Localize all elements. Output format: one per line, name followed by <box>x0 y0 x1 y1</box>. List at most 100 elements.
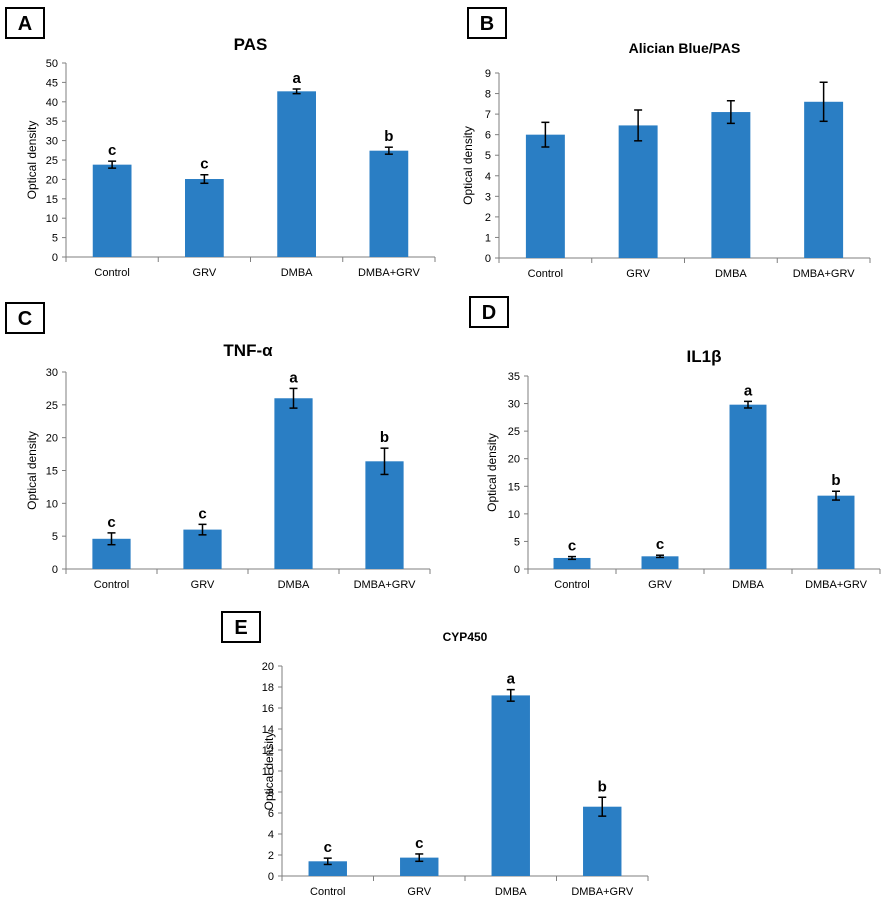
chart-title: CYP450 <box>443 630 488 644</box>
y-axis-title: Optical density <box>25 431 39 510</box>
y-tick-label: 2 <box>485 212 491 224</box>
bar-control <box>308 861 347 876</box>
y-tick-label: 20 <box>262 661 274 673</box>
y-tick-label: 14 <box>262 724 274 736</box>
y-tick-label: 8 <box>485 89 491 101</box>
y-axis-title: Optical density <box>461 126 475 205</box>
significance-label: b <box>598 778 607 795</box>
panel-letter: D <box>482 302 496 324</box>
x-category-label: DMBA <box>732 579 764 591</box>
y-tick-label: 25 <box>508 426 520 438</box>
y-tick-label: 0 <box>52 564 58 576</box>
error-bar <box>200 173 209 185</box>
error-bar <box>108 160 117 169</box>
chart-title: Alician Blue/PAS <box>629 40 741 56</box>
y-tick-label: 20 <box>46 174 58 186</box>
bar-control <box>525 134 565 258</box>
bar-dmba-grv <box>817 495 855 569</box>
y-tick-label: 10 <box>46 498 58 510</box>
y-tick-label: 40 <box>46 97 58 109</box>
significance-label: a <box>289 369 298 386</box>
x-category-label: DMBA <box>278 579 310 591</box>
bar-grv <box>641 556 679 569</box>
x-category-label: DMBA+GRV <box>358 267 421 279</box>
error-bar <box>634 109 643 142</box>
significance-label: c <box>108 142 116 159</box>
bar-dmba-grv <box>583 806 622 876</box>
y-tick-label: 15 <box>508 481 520 493</box>
x-category-label: GRV <box>648 579 672 591</box>
x-category-label: Control <box>528 268 563 280</box>
y-tick-label: 30 <box>46 136 58 148</box>
y-tick-label: 12 <box>262 745 274 757</box>
x-category-label: Control <box>94 267 129 279</box>
error-bar <box>744 400 752 409</box>
chart-title: TNF-α <box>223 341 273 360</box>
y-tick-label: 30 <box>508 399 520 411</box>
significance-label: c <box>324 839 332 856</box>
x-category-label: DMBA <box>495 886 527 898</box>
y-tick-label: 0 <box>514 564 520 576</box>
x-category-label: Control <box>94 579 129 591</box>
y-tick-label: 5 <box>485 150 491 162</box>
significance-label: b <box>831 472 840 489</box>
x-category-label: DMBA+GRV <box>793 268 856 280</box>
y-tick-label: 15 <box>46 194 58 206</box>
significance-label: a <box>507 671 516 688</box>
error-bar <box>541 121 550 148</box>
chart-panel-a: A PAS 0 5 10 15 20 25 30 35 40 45 50 Optical density c… <box>5 7 436 279</box>
error-bar <box>506 688 515 702</box>
error-bar <box>198 523 207 536</box>
y-tick-label: 0 <box>485 253 491 265</box>
y-tick-label: 30 <box>46 367 58 379</box>
y-tick-label: 3 <box>485 191 491 203</box>
bar-grv <box>400 857 439 876</box>
significance-label: a <box>292 70 301 87</box>
y-tick-label: 18 <box>262 682 274 694</box>
y-tick-label: 35 <box>46 116 58 128</box>
y-tick-label: 0 <box>52 252 58 264</box>
y-tick-label: 8 <box>268 787 274 799</box>
bar-grv <box>618 125 658 259</box>
significance-label: c <box>568 538 576 555</box>
error-bar <box>415 853 424 863</box>
significance-label: b <box>380 429 389 446</box>
bar-dmba <box>274 398 313 569</box>
bar-grv <box>183 529 222 569</box>
y-tick-label: 10 <box>508 509 520 521</box>
y-tick-label: 25 <box>46 155 58 167</box>
x-category-label: GRV <box>193 267 217 279</box>
y-tick-label: 16 <box>262 703 274 715</box>
x-category-label: GRV <box>407 886 431 898</box>
error-bar <box>726 100 735 125</box>
y-tick-label: 5 <box>52 233 58 245</box>
significance-label: c <box>198 505 206 522</box>
y-tick-label: 15 <box>46 466 58 478</box>
error-bar <box>107 532 116 546</box>
panel-letter: C <box>18 308 32 330</box>
x-category-label: Control <box>554 579 589 591</box>
bar-dmba <box>277 91 316 257</box>
chart-title: IL1β <box>687 347 722 366</box>
y-tick-label: 35 <box>508 371 520 383</box>
y-tick-label: 7 <box>485 109 491 121</box>
y-tick-label: 50 <box>46 58 58 70</box>
y-tick-label: 4 <box>268 829 274 841</box>
error-bar <box>292 88 301 95</box>
error-bar <box>598 796 607 817</box>
error-bar <box>384 146 393 155</box>
y-tick-label: 1 <box>485 232 491 244</box>
panel-label-box <box>5 302 45 334</box>
error-bar <box>819 81 828 123</box>
y-tick-label: 25 <box>46 400 58 412</box>
error-bar <box>656 554 664 559</box>
significance-label: c <box>415 835 423 852</box>
y-axis-title: Optical density <box>262 732 276 811</box>
y-tick-label: 5 <box>52 531 58 543</box>
error-bar <box>380 447 389 476</box>
x-category-label: GRV <box>191 579 215 591</box>
significance-label: a <box>744 382 753 399</box>
bar-dmba-grv <box>804 101 844 259</box>
panel-letter: A <box>18 13 32 35</box>
bar-control <box>553 557 591 569</box>
